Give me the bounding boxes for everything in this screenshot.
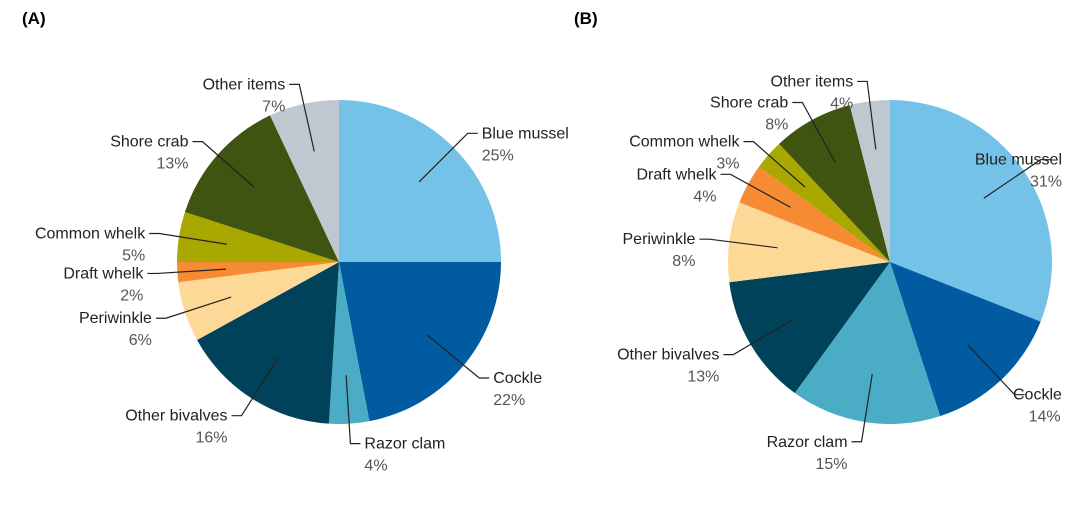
slice-label: Periwinkle: [79, 310, 152, 327]
slice-value-label: 14%: [1029, 409, 1061, 426]
slice-label: Draft whelk: [63, 265, 144, 282]
leader-line: [720, 173, 791, 208]
pie-slice: [177, 262, 339, 283]
pie-slice: [197, 262, 339, 424]
slice-value-label: 15%: [815, 456, 847, 473]
leader-line: [743, 141, 806, 188]
slice-label: Other bivalves: [125, 408, 227, 425]
slice-value-label: 6%: [129, 332, 152, 349]
pie-slice: [890, 262, 1041, 417]
pie-slice: [270, 100, 339, 262]
pie-slice: [184, 115, 339, 262]
slice-label: Common whelk: [629, 134, 740, 151]
leader-line: [231, 357, 279, 417]
pie-slice: [728, 202, 890, 283]
pie-slice: [890, 100, 1052, 322]
pie-slice: [739, 166, 890, 262]
slice-value-label: 4%: [364, 458, 387, 475]
leader-line: [425, 333, 490, 379]
pie-slice: [794, 262, 941, 424]
slice-label: Cockle: [493, 370, 542, 387]
leader-line: [192, 141, 255, 188]
slice-label: Other items: [203, 76, 286, 93]
leader-line: [147, 268, 226, 275]
slice-value-label: 8%: [765, 117, 788, 134]
leader-line: [723, 319, 793, 356]
pie-slice: [779, 105, 890, 262]
slice-value-label: 4%: [693, 188, 716, 205]
pie-slice: [849, 100, 890, 262]
slice-label: Shore crab: [710, 95, 788, 112]
slice-value-label: 13%: [156, 156, 188, 173]
slice-label: Shore crab: [110, 134, 188, 151]
pie-slice: [178, 262, 339, 341]
slice-label: Common whelk: [35, 226, 146, 243]
panel-title: (A): [22, 9, 46, 28]
slice-label: Blue mussel: [482, 125, 569, 142]
leader-line: [289, 83, 315, 152]
leader-line: [155, 296, 232, 319]
leader-line: [967, 344, 1025, 396]
leader-line: [792, 101, 836, 163]
slice-value-label: 4%: [830, 95, 853, 112]
leader-line: [418, 132, 478, 183]
pie-slice: [328, 262, 370, 425]
pie-slice: [177, 211, 339, 262]
slice-value-label: 16%: [195, 430, 227, 447]
slice-label: Cockle: [1013, 387, 1062, 404]
slice-value-label: 31%: [1030, 174, 1062, 191]
slice-value-label: 25%: [482, 147, 514, 164]
leader-line: [699, 238, 778, 249]
leader-line: [149, 232, 228, 245]
slice-label: Periwinkle: [623, 231, 696, 248]
slice-label: Razor clam: [364, 436, 445, 453]
slice-label: Other bivalves: [617, 347, 719, 364]
slice-value-label: 5%: [122, 248, 145, 265]
leader-line: [851, 373, 873, 443]
leader-line: [857, 80, 877, 150]
slice-label: Blue mussel: [975, 152, 1062, 169]
slice-value-label: 13%: [687, 369, 719, 386]
pie-slice: [729, 262, 890, 394]
slice-label: Razor clam: [767, 434, 848, 451]
pie-slice: [339, 262, 501, 422]
pie-slice: [758, 143, 890, 262]
slice-label: Other items: [771, 73, 854, 90]
panel-title: (B): [574, 9, 598, 28]
leader-line: [983, 159, 1051, 199]
slice-value-label: 22%: [493, 392, 525, 409]
slice-value-label: 2%: [120, 287, 143, 304]
slice-label: Draft whelk: [636, 166, 717, 183]
leader-line: [345, 375, 361, 445]
slice-value-label: 3%: [716, 156, 739, 173]
slice-value-label: 8%: [672, 253, 695, 270]
slice-value-label: 7%: [262, 98, 285, 115]
